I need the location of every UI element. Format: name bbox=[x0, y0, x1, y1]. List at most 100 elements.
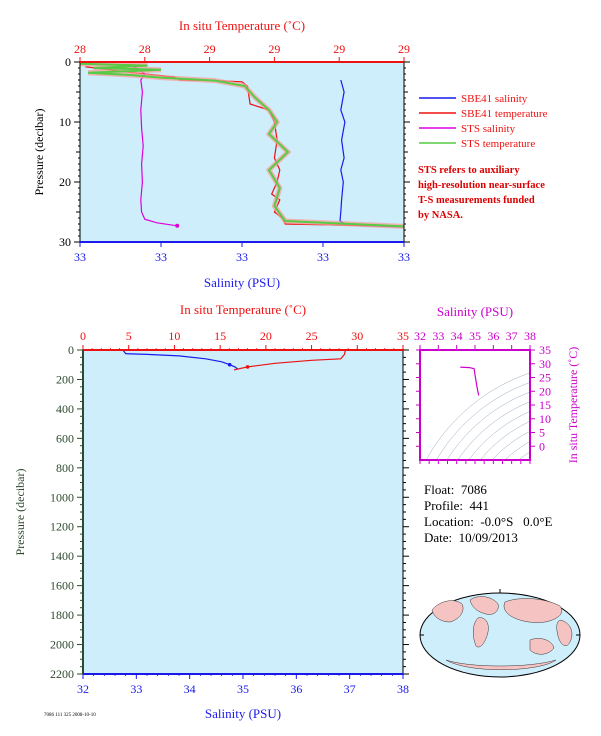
bottom-temp-tick-label: 35 bbox=[397, 329, 409, 343]
bottom-temp-tick-label: 0 bbox=[80, 329, 86, 343]
bottom-pressure-tick-label: 2000 bbox=[50, 638, 74, 652]
bottom-series-group bbox=[122, 349, 346, 371]
bottom-temp-tick-label: 25 bbox=[306, 329, 318, 343]
top-legend: SBE41 salinity SBE41 temperature STS salin… bbox=[419, 93, 548, 150]
ts-temp-tick-label: 10 bbox=[539, 412, 551, 426]
bottom-series-marker bbox=[245, 365, 250, 369]
ts-temp-tick-label: 35 bbox=[539, 343, 551, 357]
ts-temp-tick-label: 30 bbox=[539, 357, 551, 371]
bottom-temp-tick-label: 15 bbox=[214, 329, 226, 343]
location: Location: -0.0°S 0.0°E bbox=[424, 514, 553, 529]
top-sal-axis-label: Salinity (PSU) bbox=[204, 275, 280, 290]
profile-number: Profile: 441 bbox=[424, 498, 489, 513]
bottom-temp-tick-label: 5 bbox=[126, 329, 132, 343]
top-pressure-tick-label: 20 bbox=[59, 175, 71, 189]
ts-sal-tick-label: 36 bbox=[487, 329, 499, 343]
bottom-pressure-tick-label: 1400 bbox=[50, 549, 74, 563]
ts-temp-tick-label: 25 bbox=[539, 371, 551, 385]
top-sal-tick-label: 33 bbox=[74, 250, 86, 264]
ts-temp-axis-label: In situ Temperature (˚C) bbox=[566, 347, 580, 464]
ts-series-line bbox=[460, 366, 480, 396]
bottom-ticks-group: 0 5 10 15 20 25 30 35 32 33 34 35 36 37 38 0 200 400 600 80… bbox=[50, 329, 409, 696]
bottom-temp-tick-label: 10 bbox=[168, 329, 180, 343]
top-temp-axis-label: In situ Temperature (˚C) bbox=[179, 18, 305, 33]
top-temp-tick-label: 28 bbox=[74, 42, 86, 56]
ts-sal-axis-label: Salinity (PSU) bbox=[437, 304, 513, 319]
top-ticks-group: 28 28 29 29 29 29 33 33 33 33 33 0 10 20 30 bbox=[59, 42, 410, 264]
bottom-series-sbe41-salinity bbox=[122, 349, 239, 370]
ts-sal-tick-label: 34 bbox=[451, 329, 463, 343]
top-series-sts-salinity-endpoint bbox=[175, 223, 180, 228]
bottom-pressure-tick-label: 1000 bbox=[50, 490, 74, 504]
sts-note-line-4: by NASA. bbox=[418, 210, 463, 221]
top-temp-tick-label: 28 bbox=[139, 42, 151, 56]
top-sal-tick-label: 33 bbox=[236, 250, 248, 264]
bottom-chart: 0 5 10 15 20 25 30 35 32 33 34 35 36 37 38 0 200 400 600 80… bbox=[13, 302, 409, 721]
bottom-series-marker bbox=[227, 362, 232, 367]
bottom-sal-tick-label: 38 bbox=[397, 682, 409, 696]
bottom-sal-tick-label: 34 bbox=[184, 682, 196, 696]
bottom-sal-tick-label: 33 bbox=[130, 682, 142, 696]
bottom-temp-tick-label: 20 bbox=[260, 329, 272, 343]
bottom-sal-axis-label: Salinity (PSU) bbox=[205, 706, 281, 721]
top-chart: 28 28 29 29 29 29 33 33 33 33 33 0 10 20 30 In situ Te… bbox=[32, 18, 548, 290]
top-temp-tick-label: 29 bbox=[204, 42, 216, 56]
ts-temp-tick-label: 15 bbox=[539, 398, 551, 412]
bottom-pressure-tick-label: 1600 bbox=[50, 579, 74, 593]
top-series-sts-temperature bbox=[79, 62, 405, 228]
sts-note-line-2: high-resolution near-surface bbox=[418, 180, 545, 191]
top-temp-tick-label: 29 bbox=[268, 42, 280, 56]
top-sal-tick-label: 33 bbox=[398, 250, 410, 264]
bottom-pressure-tick-label: 200 bbox=[56, 372, 74, 386]
top-sal-tick-label: 33 bbox=[155, 250, 167, 264]
bottom-sal-tick-label: 36 bbox=[290, 682, 302, 696]
float-info: Float: 7086 Profile: 441 Location: -0.0°… bbox=[424, 482, 552, 546]
ts-series-group bbox=[460, 366, 480, 396]
top-pressure-tick-label: 30 bbox=[59, 235, 71, 249]
ts-sal-tick-label: 33 bbox=[432, 329, 444, 343]
top-temp-tick-label: 29 bbox=[333, 42, 345, 56]
top-pressure-tick-label: 10 bbox=[59, 115, 71, 129]
ts-inset-area bbox=[420, 350, 530, 460]
legend-label: STS salinity bbox=[461, 123, 516, 135]
legend-label: SBE41 salinity bbox=[461, 93, 528, 105]
bottom-pressure-tick-label: 2200 bbox=[50, 667, 74, 681]
bottom-temp-axis-label: In situ Temperature (˚C) bbox=[180, 302, 306, 317]
bottom-sal-tick-label: 32 bbox=[77, 682, 89, 696]
top-temp-tick-label: 29 bbox=[398, 42, 410, 56]
footnote: 7086 111 325 2008-10-10 bbox=[44, 713, 96, 718]
bottom-plot-area bbox=[83, 350, 403, 674]
bottom-temp-tick-label: 30 bbox=[351, 329, 363, 343]
ts-temp-tick-label: 0 bbox=[539, 439, 545, 453]
date: Date: 10/09/2013 bbox=[424, 530, 518, 545]
bottom-pressure-tick-label: 1800 bbox=[50, 608, 74, 622]
ts-sal-tick-label: 38 bbox=[524, 329, 536, 343]
top-sal-tick-label: 33 bbox=[317, 250, 329, 264]
ts-temp-tick-label: 20 bbox=[539, 384, 551, 398]
bottom-sal-tick-label: 37 bbox=[344, 682, 356, 696]
ts-sal-tick-label: 32 bbox=[414, 329, 426, 343]
bottom-pressure-tick-label: 0 bbox=[68, 343, 74, 357]
sts-note-line-3: T-S measurements funded bbox=[418, 195, 535, 206]
sts-note: STS refers to auxiliary high-resolution … bbox=[418, 163, 598, 223]
top-pressure-axis-label: Pressure (decibar) bbox=[32, 109, 46, 196]
bottom-pressure-tick-label: 600 bbox=[56, 431, 74, 445]
bottom-sal-tick-label: 35 bbox=[237, 682, 249, 696]
legend-label: SBE41 temperature bbox=[461, 108, 548, 120]
bottom-pressure-tick-label: 400 bbox=[56, 402, 74, 416]
legend-label: STS temperature bbox=[461, 138, 535, 150]
bottom-pressure-axis-label: Pressure (decibar) bbox=[13, 469, 27, 556]
bottom-pressure-tick-label: 800 bbox=[56, 461, 74, 475]
world-map bbox=[419, 589, 581, 678]
bottom-pressure-tick-label: 1200 bbox=[50, 520, 74, 534]
ts-temp-tick-label: 5 bbox=[539, 426, 545, 440]
ts-sal-tick-label: 35 bbox=[469, 329, 481, 343]
top-pressure-tick-label: 0 bbox=[65, 55, 71, 69]
map-land bbox=[431, 596, 573, 670]
top-plot-area bbox=[80, 62, 404, 242]
top-series-group bbox=[79, 61, 405, 229]
sts-note-line-1: STS refers to auxiliary bbox=[418, 165, 520, 176]
